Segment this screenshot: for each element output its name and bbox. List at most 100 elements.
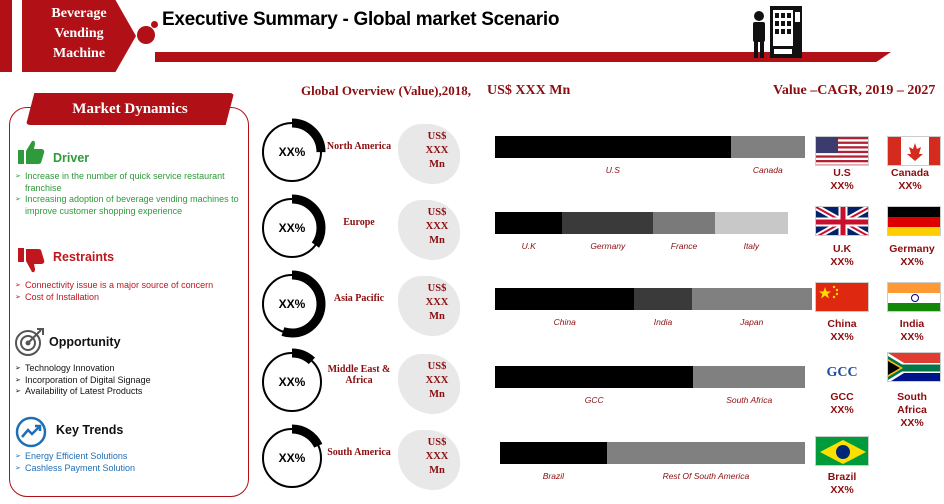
flag-label-uk: U.K XX% [812,243,872,269]
region-share-ring: XX% [256,346,328,423]
trend-chart-icon [15,416,47,448]
region-name: Europe [343,217,375,228]
flag-label-us: U.S XX% [812,167,872,193]
ring-share-arc [258,348,326,416]
gcc-logo: GCC [826,365,858,380]
brand-accent-bar [0,0,12,72]
flag-country: South Africa [897,391,927,416]
region-map-silhouette [398,430,460,490]
region-usd-value: US$ XXX Mn [420,130,454,172]
opportunity-item: Incorporation of Digital Signage [15,375,240,387]
flag-label-gcc: GCC XX% [812,391,872,417]
germany-flag [887,206,941,236]
region-usd-value: US$ XXX Mn [420,436,454,478]
region-map-silhouette [398,354,460,414]
restraint-item: Cost of Installation [15,292,245,304]
cagr-header: Value –CAGR, 2019 – 2027 [773,83,936,98]
brand-line-3: Machine [52,46,106,61]
bar-segment [495,366,694,388]
thumbs-up-icon [18,140,45,164]
region-usd-value: US$ XXX Mn [420,282,454,324]
ring-percentage-label: XX% [278,375,306,389]
bar-segment-label: China [553,317,576,327]
brand-line-1: Beverage [51,6,107,21]
bar-segment [634,288,692,310]
china-flag [815,282,869,312]
opportunity-list: Technology Innovation Incorporation of D… [15,363,240,398]
driver-item: Increase in the number of quick service … [15,171,240,194]
flag-label-brazil: Brazil XX% [812,471,872,497]
trends-list: Energy Efficient Solutions Cashless Paym… [15,451,240,474]
bar-segment [691,288,812,310]
region-map-silhouette [398,276,460,336]
flag-label-germany: Germany XX% [880,243,944,269]
usd-line: Mn [429,235,445,246]
bar-segment-label: Italy [743,241,760,251]
region-name: South America [327,447,391,458]
driver-heading: Driver [53,151,90,165]
flag-country: Brazil [827,471,857,483]
vending-machine-icon [753,6,802,58]
bar-segment-label: Japan [740,317,764,327]
usd-line: Mn [429,311,445,322]
usd-line: US$ [427,283,447,294]
usd-line: Mn [429,465,445,476]
region-stacked-bar [495,212,788,234]
region-map-silhouette [398,124,460,184]
region-stacked-bar [495,288,812,310]
usd-line: XXX [425,221,449,232]
region-name: North America [326,141,392,152]
region-name: Asia Pacific [333,293,385,304]
page-title: Executive Summary - Global market Scenar… [162,9,560,30]
flag-label-south-africa: South Africa XX% [882,391,942,430]
ring-percentage-label: XX% [278,221,306,235]
bar-segment [714,212,788,234]
region-share-ring: XX% [256,268,328,345]
ring-share-arc [258,424,326,492]
driver-item: Increasing adoption of beverage vending … [15,194,240,217]
flag-value: XX% [900,417,924,429]
flag-value: XX% [900,331,924,343]
flag-label-canada: Canada XX% [880,167,940,193]
bar-segment-label: Brazil [542,471,564,481]
bar-segment [606,442,805,464]
bar-segment [693,366,805,388]
bar-segment [500,442,607,464]
south-africa-flag [887,352,941,382]
region-stacked-bar [495,366,805,388]
region-usd-value: US$ XXX Mn [420,360,454,402]
usd-line: US$ [427,437,447,448]
bar-segment-label: GCC [584,395,604,405]
region-usd-value: US$ XXX Mn [420,206,454,248]
flag-value: XX% [830,404,854,416]
opportunity-item: Technology Innovation [15,363,240,375]
ring-percentage-label: XX% [278,297,306,311]
canada-flag [887,136,941,166]
ring-share-arc [258,270,326,338]
region-name: Middle East & Africa [327,364,391,386]
bar-segment-label: Canada [752,165,783,175]
brand-line-2: Vending [54,26,104,41]
brazil-flag [815,436,869,466]
ring-share-arc [258,118,326,186]
title-underline [155,52,891,62]
bar-segment [495,136,731,158]
bar-segment-label: U.S [605,165,620,175]
thumbs-down-icon [18,248,45,273]
restraint-item: Connectivity issue is a major source of … [15,280,245,292]
bar-segment-label: France [670,241,698,251]
flag-country: Canada [891,167,929,179]
usd-line: XXX [425,297,449,308]
flag-country: India [899,318,925,330]
usd-line: XXX [425,145,449,156]
usd-line: XXX [425,375,449,386]
trends-heading: Key Trends [56,423,124,437]
flag-label-india: India XX% [880,318,944,344]
bar-segment-label: U.K [521,241,536,251]
usd-line: Mn [429,159,445,170]
bar-segment [730,136,805,158]
opportunity-item: Availability of Latest Products [15,386,240,398]
trend-item: Energy Efficient Solutions [15,451,240,463]
driver-list: Increase in the number of quick service … [15,171,240,217]
bar-segment [495,288,635,310]
